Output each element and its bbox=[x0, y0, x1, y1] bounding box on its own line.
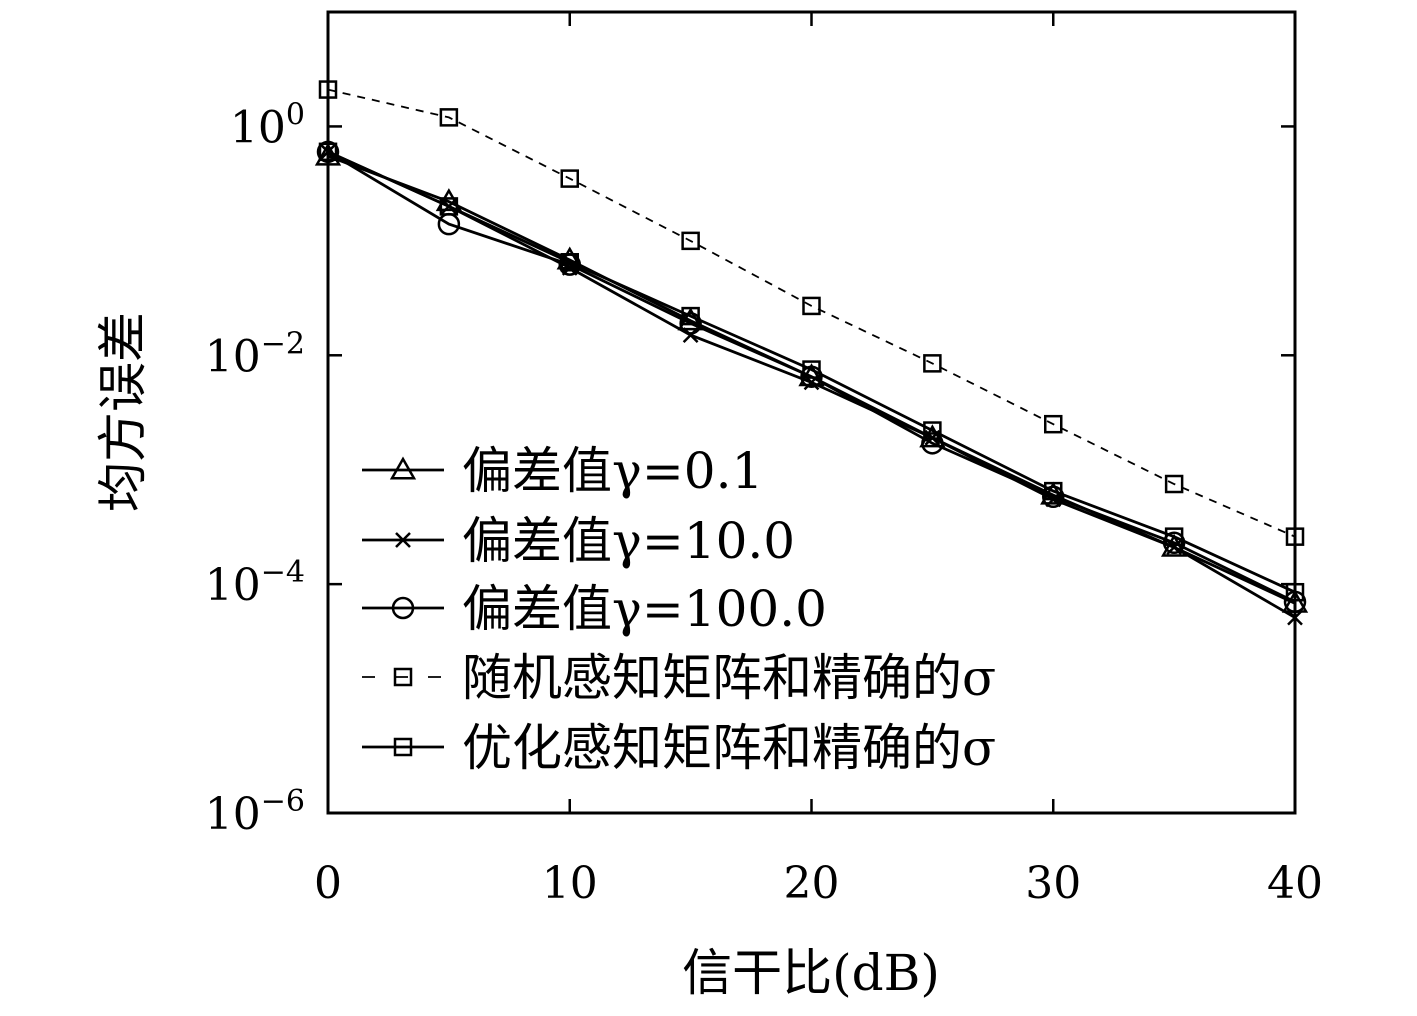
y-tick-label-1: 10−2 bbox=[205, 326, 305, 382]
legend-marker-3 bbox=[393, 667, 413, 687]
data-point-2-4 bbox=[800, 365, 823, 388]
data-point-3-6 bbox=[1044, 414, 1063, 434]
x-tick-label-0: 0 bbox=[314, 858, 342, 909]
legend: 偏差值γ=0.1 偏差值γ=10.0 偏差值γ=100.0 随机感知矩阵和精确的σ 优化… bbox=[362, 442, 996, 777]
data-point-3-7 bbox=[1164, 474, 1184, 494]
legend-label-0: 偏差值γ=0.1 bbox=[462, 442, 763, 500]
legend-item-1: 偏差值γ=10.0 bbox=[362, 512, 795, 570]
ticks-layer: 0 10 20 30 40 100 10−2 10−4 10−6 bbox=[205, 12, 1323, 909]
legend-item-4: 优化感知矩阵和精确的σ bbox=[362, 719, 996, 777]
series-3 bbox=[318, 80, 1305, 546]
x-tick-label-1: 10 bbox=[542, 858, 598, 909]
data-point-2-6 bbox=[1042, 485, 1065, 509]
data-point-3-4 bbox=[802, 296, 821, 316]
y-tick-label-2: 10−4 bbox=[205, 555, 305, 611]
data-point-4-1 bbox=[439, 197, 459, 216]
x-tick-label-4: 40 bbox=[1267, 858, 1323, 909]
legend-marker-4 bbox=[393, 737, 413, 757]
x-tick-label-3: 30 bbox=[1025, 858, 1081, 909]
series-4 bbox=[318, 142, 1305, 602]
legend-item-0: 偏差值γ=0.1 bbox=[362, 442, 763, 500]
legend-label-3: 随机感知矩阵和精确的σ bbox=[462, 649, 996, 707]
data-point-4-7 bbox=[1164, 527, 1184, 546]
legend-marker-2 bbox=[391, 596, 415, 620]
legend-marker-1 bbox=[395, 532, 411, 548]
data-point-2-5 bbox=[921, 432, 944, 455]
legend-label-4: 优化感知矩阵和精确的σ bbox=[462, 719, 996, 777]
y-tick-label-0: 100 bbox=[230, 97, 305, 153]
x-axis-label: 信干比(dB) bbox=[682, 944, 940, 1002]
series-line-4 bbox=[327, 150, 1296, 594]
data-point-2-3 bbox=[679, 312, 702, 335]
x-tick-label-2: 20 bbox=[784, 858, 840, 909]
data-point-3-3 bbox=[681, 231, 700, 251]
y-axis-label: 均方误差 bbox=[94, 312, 152, 512]
y-tick-label-3: 10−6 bbox=[205, 784, 305, 840]
data-point-4-6 bbox=[1044, 481, 1063, 501]
data-point-4-2 bbox=[560, 253, 579, 272]
legend-marker-0 bbox=[389, 456, 417, 480]
data-point-4-4 bbox=[802, 360, 821, 379]
data-point-1-3 bbox=[682, 327, 699, 344]
data-point-3-5 bbox=[923, 354, 942, 373]
legend-item-3: 随机感知矩阵和精确的σ bbox=[362, 649, 996, 707]
data-point-4-3 bbox=[681, 306, 700, 326]
data-point-3-2 bbox=[560, 169, 579, 188]
legend-item-2: 偏差值γ=100.0 bbox=[362, 580, 827, 638]
series-line-3 bbox=[327, 88, 1296, 538]
legend-label-1: 偏差值γ=10.0 bbox=[462, 512, 795, 570]
data-point-4-5 bbox=[923, 421, 942, 440]
legend-label-2: 偏差值γ=100.0 bbox=[462, 580, 827, 638]
data-point-3-1 bbox=[439, 108, 459, 127]
